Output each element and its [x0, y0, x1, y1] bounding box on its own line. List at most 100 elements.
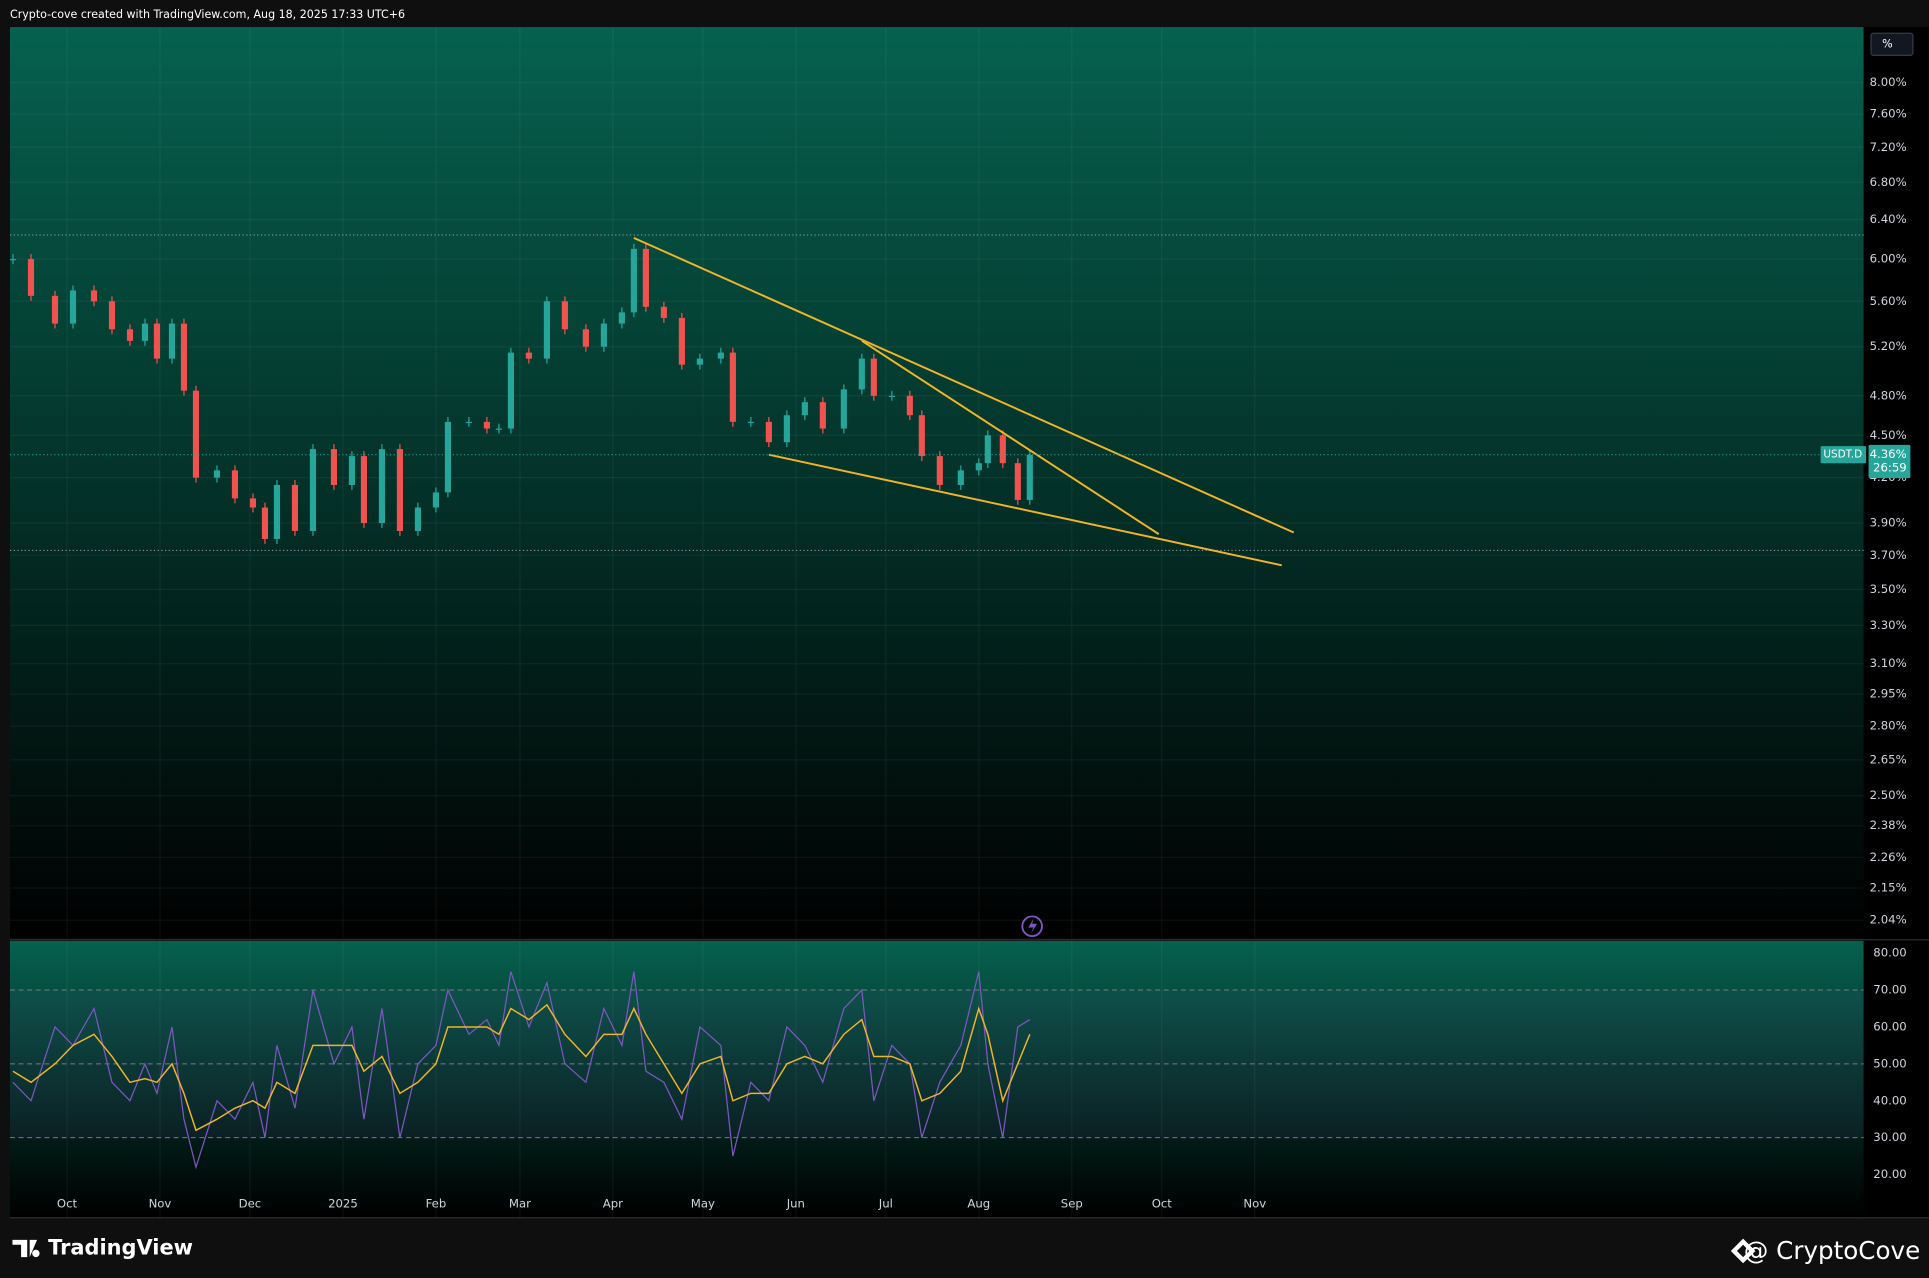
candle: [858, 358, 865, 390]
symbol-label: USDT.D: [1823, 449, 1862, 461]
candle: [936, 456, 943, 485]
y-tick-label: 60.00: [1873, 1019, 1906, 1033]
y-tick-label: 5.20%: [1870, 339, 1907, 353]
candle: [642, 248, 649, 307]
candle: [249, 498, 257, 508]
trendline: [861, 340, 1160, 535]
alert-bolt: [1028, 918, 1038, 934]
candle: [543, 301, 550, 359]
candle: [153, 323, 161, 359]
header-title: Crypto-cove created with TradingView.com…: [10, 8, 405, 21]
y-tick-label: 2.26%: [1870, 850, 1907, 864]
x-tick-label: Apr: [603, 1197, 623, 1211]
trendline: [633, 237, 1295, 534]
watermark: @ CryptoCove: [1744, 1236, 1920, 1265]
candle: [348, 456, 356, 485]
candle: [261, 507, 269, 539]
candle: [168, 323, 176, 359]
indicator-line: [12, 971, 1031, 1170]
y-tick-label: 6.00%: [1870, 252, 1907, 266]
candle: [1014, 463, 1021, 500]
candle: [984, 435, 991, 464]
y-tick-label: 80.00: [1873, 946, 1906, 960]
candle: [126, 329, 134, 341]
price-label: 4.36%: [1870, 447, 1907, 461]
y-tick-label: 3.30%: [1870, 618, 1907, 632]
candle: [957, 470, 964, 485]
y-tick-label: 30.00: [1873, 1130, 1906, 1144]
candle: [330, 449, 338, 485]
y-tick-label: 40.00: [1873, 1093, 1906, 1107]
candle: [696, 358, 703, 365]
x-tick-label: Feb: [426, 1197, 447, 1211]
candle: [180, 323, 188, 391]
indicator-line: [12, 1003, 1031, 1132]
candle: [561, 301, 568, 330]
tv-logo: [12, 1239, 40, 1258]
candle: [231, 470, 239, 499]
y-tick-label: 20.00: [1873, 1167, 1906, 1181]
candle: [888, 395, 895, 398]
y-tick-label: 3.10%: [1870, 656, 1907, 670]
x-tick-label: Oct: [57, 1197, 78, 1211]
candle: [975, 463, 982, 471]
candle: [444, 421, 451, 493]
trendline: [768, 453, 1282, 567]
countdown-label: 26:59: [1873, 461, 1907, 475]
symbol-tag: [1820, 446, 1867, 464]
candle: [765, 421, 772, 443]
candle: [717, 352, 724, 359]
scale-button-label[interactable]: %: [1882, 37, 1893, 50]
y-tick-label: 50.00: [1873, 1056, 1906, 1070]
candle: [483, 421, 490, 429]
candle: [678, 317, 685, 365]
x-tick-label: Nov: [1243, 1197, 1266, 1211]
candle: [999, 435, 1006, 464]
scale-button[interactable]: [1870, 32, 1914, 56]
candle: [9, 259, 17, 261]
candle: [783, 415, 790, 443]
alert-icon[interactable]: [1021, 915, 1043, 937]
candle: [906, 395, 913, 416]
x-tick-label: Nov: [149, 1197, 172, 1211]
y-tick-label: 4.80%: [1870, 388, 1907, 402]
candle: [819, 402, 826, 429]
candle: [840, 389, 847, 429]
y-tick-label: 2.65%: [1870, 752, 1907, 766]
y-tick-label: 3.70%: [1870, 548, 1907, 562]
candle: [291, 484, 299, 531]
x-tick-label: Mar: [509, 1197, 531, 1211]
y-tick-label: 2.50%: [1870, 788, 1907, 802]
y-tick-label: 70.00: [1873, 983, 1906, 997]
candle: [396, 449, 403, 531]
brand: TradingView: [48, 1235, 193, 1259]
candle: [360, 456, 368, 524]
y-tick-label: 3.90%: [1870, 516, 1907, 530]
x-tick-label: Aug: [967, 1197, 990, 1211]
y-tick-label: 3.50%: [1870, 582, 1907, 596]
candle: [90, 290, 98, 302]
candle: [432, 492, 439, 508]
candle: [378, 449, 386, 524]
x-tick-label: Sep: [1061, 1197, 1083, 1211]
candle: [69, 290, 77, 324]
y-tick-label: 4.50%: [1870, 428, 1907, 442]
y-tick-label: 5.60%: [1870, 294, 1907, 308]
candle: [108, 301, 116, 330]
candle: [918, 415, 925, 457]
price-axis: [1863, 27, 1929, 1218]
rsi-pane: [9, 940, 1864, 1218]
y-tick-label: 2.38%: [1870, 818, 1907, 832]
y-tick-label: 2.95%: [1870, 687, 1907, 701]
candle: [507, 352, 514, 429]
candle: [465, 421, 472, 424]
x-tick-label: Dec: [239, 1197, 262, 1211]
candle: [51, 295, 59, 324]
candle: [192, 390, 200, 478]
candle: [729, 352, 736, 422]
x-tick-label: Jul: [878, 1197, 893, 1211]
y-tick-label: 2.15%: [1870, 881, 1907, 895]
y-tick-label: 2.04%: [1870, 913, 1907, 927]
